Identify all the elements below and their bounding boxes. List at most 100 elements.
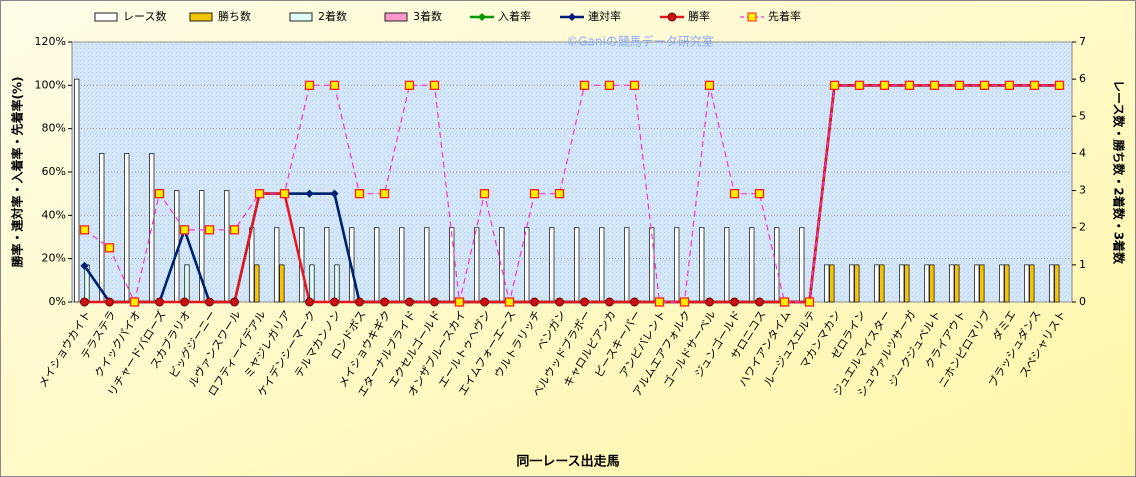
legend-label: 連対率 — [588, 9, 621, 23]
marker — [879, 80, 890, 90]
marker — [229, 225, 240, 235]
watermark: ©Ganiの競馬データ研究室 — [566, 34, 714, 49]
marker — [330, 189, 339, 198]
legend-label: 勝ち数 — [218, 9, 251, 23]
marker — [730, 297, 739, 307]
marker — [279, 189, 290, 199]
bar — [949, 264, 955, 303]
marker — [405, 297, 414, 307]
bar — [449, 227, 455, 303]
legend-label: 3着数 — [413, 9, 442, 23]
marker — [554, 189, 565, 199]
marker — [579, 80, 590, 90]
y2-tick-label: 5 — [1079, 109, 1086, 122]
marker — [854, 80, 865, 90]
bar — [624, 227, 630, 303]
bar — [374, 227, 380, 303]
y-tick-label: 20% — [42, 252, 66, 265]
bar — [724, 227, 730, 303]
marker — [729, 189, 740, 199]
marker — [105, 297, 114, 307]
bar — [749, 227, 755, 303]
bar — [334, 264, 340, 303]
bar — [1049, 264, 1055, 303]
bar — [399, 227, 405, 303]
marker — [704, 80, 715, 90]
marker — [829, 80, 840, 90]
marker — [204, 225, 215, 235]
bar — [979, 264, 985, 303]
y-tick-label: 80% — [42, 122, 66, 135]
marker — [129, 297, 140, 307]
marker — [205, 297, 214, 307]
marker — [154, 189, 165, 199]
bar — [974, 264, 980, 303]
y-tick-label: 40% — [42, 208, 66, 221]
y-tick-label: 120% — [35, 35, 66, 48]
bar — [1004, 264, 1010, 303]
y2-tick-label: 3 — [1079, 184, 1086, 197]
bar — [274, 227, 280, 303]
marker — [580, 297, 589, 307]
bar — [224, 190, 230, 303]
bar — [854, 264, 860, 303]
legend-label: 勝率 — [688, 9, 710, 23]
marker — [530, 297, 539, 307]
marker — [954, 80, 965, 90]
y-tick-label: 0% — [49, 295, 66, 308]
y-tick-label: 60% — [42, 165, 66, 178]
bar — [849, 264, 855, 303]
y2-tick-label: 0 — [1079, 295, 1086, 308]
marker — [754, 189, 765, 199]
y2-axis-title: レース数・勝ち数・2着数・3着数 — [1112, 80, 1127, 265]
marker — [329, 80, 340, 90]
marker — [629, 80, 640, 90]
marker — [354, 189, 365, 199]
bar — [124, 153, 130, 303]
marker — [654, 297, 665, 307]
marker — [330, 297, 339, 307]
bar — [954, 264, 960, 303]
marker — [804, 297, 815, 307]
line — [84, 84, 1060, 304]
marker — [180, 297, 189, 307]
bar — [499, 227, 505, 303]
bar — [99, 153, 105, 303]
y2-tick-label: 4 — [1079, 146, 1086, 159]
y-tick-label: 100% — [35, 78, 66, 91]
marker — [1004, 80, 1015, 90]
marker — [155, 297, 164, 307]
marker — [979, 80, 990, 90]
marker — [1054, 80, 1065, 90]
bar — [929, 264, 935, 303]
y-axis-title: 勝率・連対率・入着率・先着率(%) — [10, 77, 25, 268]
legend-label: 先着率 — [768, 9, 801, 23]
bar — [799, 227, 805, 303]
marker — [305, 297, 314, 307]
bar — [474, 227, 480, 303]
marker — [605, 297, 614, 307]
marker — [1029, 80, 1040, 90]
bar — [1029, 264, 1035, 303]
bar — [999, 264, 1005, 303]
bar — [574, 227, 580, 303]
bar — [899, 264, 905, 303]
marker — [404, 80, 415, 90]
y2-tick-label: 6 — [1079, 72, 1086, 85]
marker — [705, 297, 714, 307]
marker — [630, 297, 639, 307]
marker — [79, 225, 90, 235]
marker — [755, 297, 764, 307]
marker — [104, 243, 115, 253]
bar — [674, 227, 680, 303]
bar — [549, 227, 555, 303]
bar — [254, 264, 260, 303]
bar — [874, 264, 880, 303]
legend-swatch — [189, 12, 213, 22]
marker — [305, 189, 314, 198]
bar — [829, 264, 835, 303]
marker — [929, 80, 940, 90]
marker — [904, 80, 915, 90]
bar — [879, 264, 885, 303]
